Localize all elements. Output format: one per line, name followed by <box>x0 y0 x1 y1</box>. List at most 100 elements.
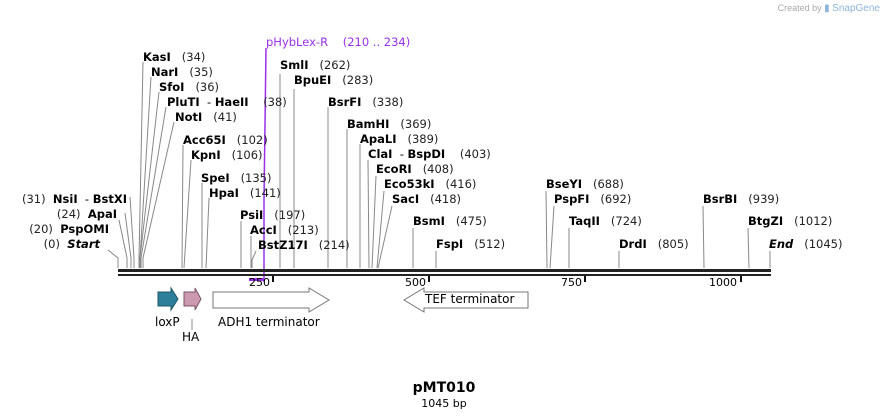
site-bsmi[interactable]: BsmI (475) <box>413 215 487 228</box>
site-pos: (36) <box>195 80 220 94</box>
tick-label: 250 <box>249 276 270 289</box>
site-kasi[interactable]: KasI (34) <box>143 51 205 64</box>
site-name: Eco53kI <box>384 177 435 191</box>
site-name: EcoRI <box>376 162 412 176</box>
site-name: BseYI <box>546 177 583 191</box>
site-pluti-haeii[interactable]: PluTI - HaeII (38) <box>167 95 287 109</box>
site-pos: (692) <box>600 192 632 206</box>
site-pos: (31) <box>21 192 46 206</box>
tick-label: 500 <box>405 276 426 289</box>
site-name: AccI <box>250 223 277 237</box>
site-pos: (338) <box>372 95 404 109</box>
site-sfoi[interactable]: SfoI (36) <box>159 81 219 94</box>
site-name: BsrBI <box>703 192 738 206</box>
site-noti[interactable]: NotI (41) <box>175 111 237 124</box>
site-bsrbi[interactable]: BsrBI (939) <box>703 193 779 206</box>
site-pos: (34) <box>181 50 206 64</box>
site-psii[interactable]: PsiI (197) <box>240 209 305 222</box>
site-pos: (135) <box>240 171 272 185</box>
site-pos: (939) <box>748 192 780 206</box>
site-taqii[interactable]: TaqII (724) <box>569 215 642 228</box>
site-btgzi[interactable]: BtgZI (1012) <box>748 215 832 228</box>
site-name2: BstXI <box>92 192 127 206</box>
site-ecori[interactable]: EcoRI (408) <box>376 163 454 176</box>
primer-label[interactable]: pHybLex-R (210 .. 234) <box>266 36 410 49</box>
site-name: BstZ17I <box>258 238 308 252</box>
site-pos: (418) <box>430 192 462 206</box>
feature-adh1-label[interactable]: ADH1 terminator <box>218 315 320 329</box>
site-bstz17i[interactable]: BstZ17I (214) <box>258 239 350 252</box>
site-name: SfoI <box>159 80 185 94</box>
site-pspfi[interactable]: PspFI (692) <box>554 193 631 206</box>
site-name: FspI <box>436 237 464 251</box>
site-pspomi[interactable]: (20) PspOMI <box>29 223 109 236</box>
site-pos: (214) <box>318 238 350 252</box>
site-fspi[interactable]: FspI (512) <box>436 238 505 251</box>
site-pos: (1012) <box>794 214 833 228</box>
site-saci[interactable]: SacI (418) <box>392 193 461 206</box>
site-name: Start <box>67 237 100 251</box>
site-name2: HaeII <box>214 95 249 109</box>
site-name: HpaI <box>209 186 239 200</box>
site-name: PluTI <box>167 95 200 109</box>
site-clai-bspdi[interactable]: ClaI - BspDI (403) <box>368 147 491 161</box>
site-pos: (408) <box>422 162 454 176</box>
site-name: SacI <box>392 192 420 206</box>
site-acc65i[interactable]: Acc65I (102) <box>183 134 268 147</box>
plasmid-name: pMT010 <box>412 380 476 396</box>
site-pos: (369) <box>400 117 432 131</box>
site-bseyi[interactable]: BseYI (688) <box>546 178 624 191</box>
primer-range: (210 .. 234) <box>342 35 411 49</box>
site-pos: (512) <box>474 237 506 251</box>
site-name: KasI <box>143 50 171 64</box>
site-acci[interactable]: AccI (213) <box>250 224 319 237</box>
site-apali[interactable]: ApaLI (389) <box>360 133 438 146</box>
site-pos: (724) <box>610 214 642 228</box>
credit-brand: SnapGene <box>832 3 880 14</box>
site-end[interactable]: End (1045) <box>769 238 843 251</box>
site-pos: (0) <box>43 237 60 251</box>
site-smli[interactable]: SmlI (262) <box>280 59 350 72</box>
site-nsii-bstxi[interactable]: (31) NsiI - BstXI <box>21 192 127 206</box>
site-pos: (1045) <box>804 237 843 251</box>
site-pos: (416) <box>445 177 477 191</box>
site-name: SmlI <box>280 58 309 72</box>
tick-label: 750 <box>561 276 582 289</box>
site-pos: (102) <box>236 133 268 147</box>
site-name: BamHI <box>347 117 390 131</box>
site-name: KpnI <box>191 148 221 162</box>
site-name: Acc65I <box>183 133 226 147</box>
site-name: PsiI <box>240 208 264 222</box>
feature-tef-label[interactable]: TEF terminator <box>425 292 515 306</box>
site-name: DrdI <box>619 237 647 251</box>
site-apai[interactable]: (24) ApaI <box>57 208 117 221</box>
site-bsrfi[interactable]: BsrFI (338) <box>328 96 403 109</box>
primer-name: pHybLex-R <box>266 35 329 49</box>
site-eco53ki[interactable]: Eco53kI (416) <box>384 178 476 191</box>
site-name: NarI <box>151 65 179 79</box>
site-pos: (197) <box>274 208 306 222</box>
loxp-arrow <box>157 286 179 312</box>
site-pos: (283) <box>342 73 374 87</box>
site-kpni[interactable]: KpnI (106) <box>191 149 263 162</box>
feature-loxp-label[interactable]: loxP <box>155 315 180 329</box>
feature-ha-label[interactable]: HA <box>182 330 200 344</box>
site-pos: (141) <box>249 186 281 200</box>
site-nari[interactable]: NarI (35) <box>151 66 213 79</box>
ha-arrow <box>183 287 202 311</box>
site-drdi[interactable]: DrdI (805) <box>619 238 689 251</box>
site-name: NsiI <box>52 192 78 206</box>
site-bpuei[interactable]: BpuEI (283) <box>294 74 373 87</box>
site-pos: (38) <box>263 95 287 109</box>
site-bamhi[interactable]: BamHI (369) <box>347 118 431 131</box>
site-pos: (41) <box>213 110 237 124</box>
site-name: SpeI <box>201 171 230 185</box>
site-name: NotI <box>175 110 203 124</box>
site-hpai[interactable]: HpaI (141) <box>209 187 281 200</box>
site-pos: (24) <box>56 207 81 221</box>
site-name: ApaI <box>87 207 117 221</box>
adh1-terminator-arrow <box>212 287 330 313</box>
site-start[interactable]: (0) Start <box>44 238 100 251</box>
site-spei[interactable]: SpeI (135) <box>201 172 272 185</box>
